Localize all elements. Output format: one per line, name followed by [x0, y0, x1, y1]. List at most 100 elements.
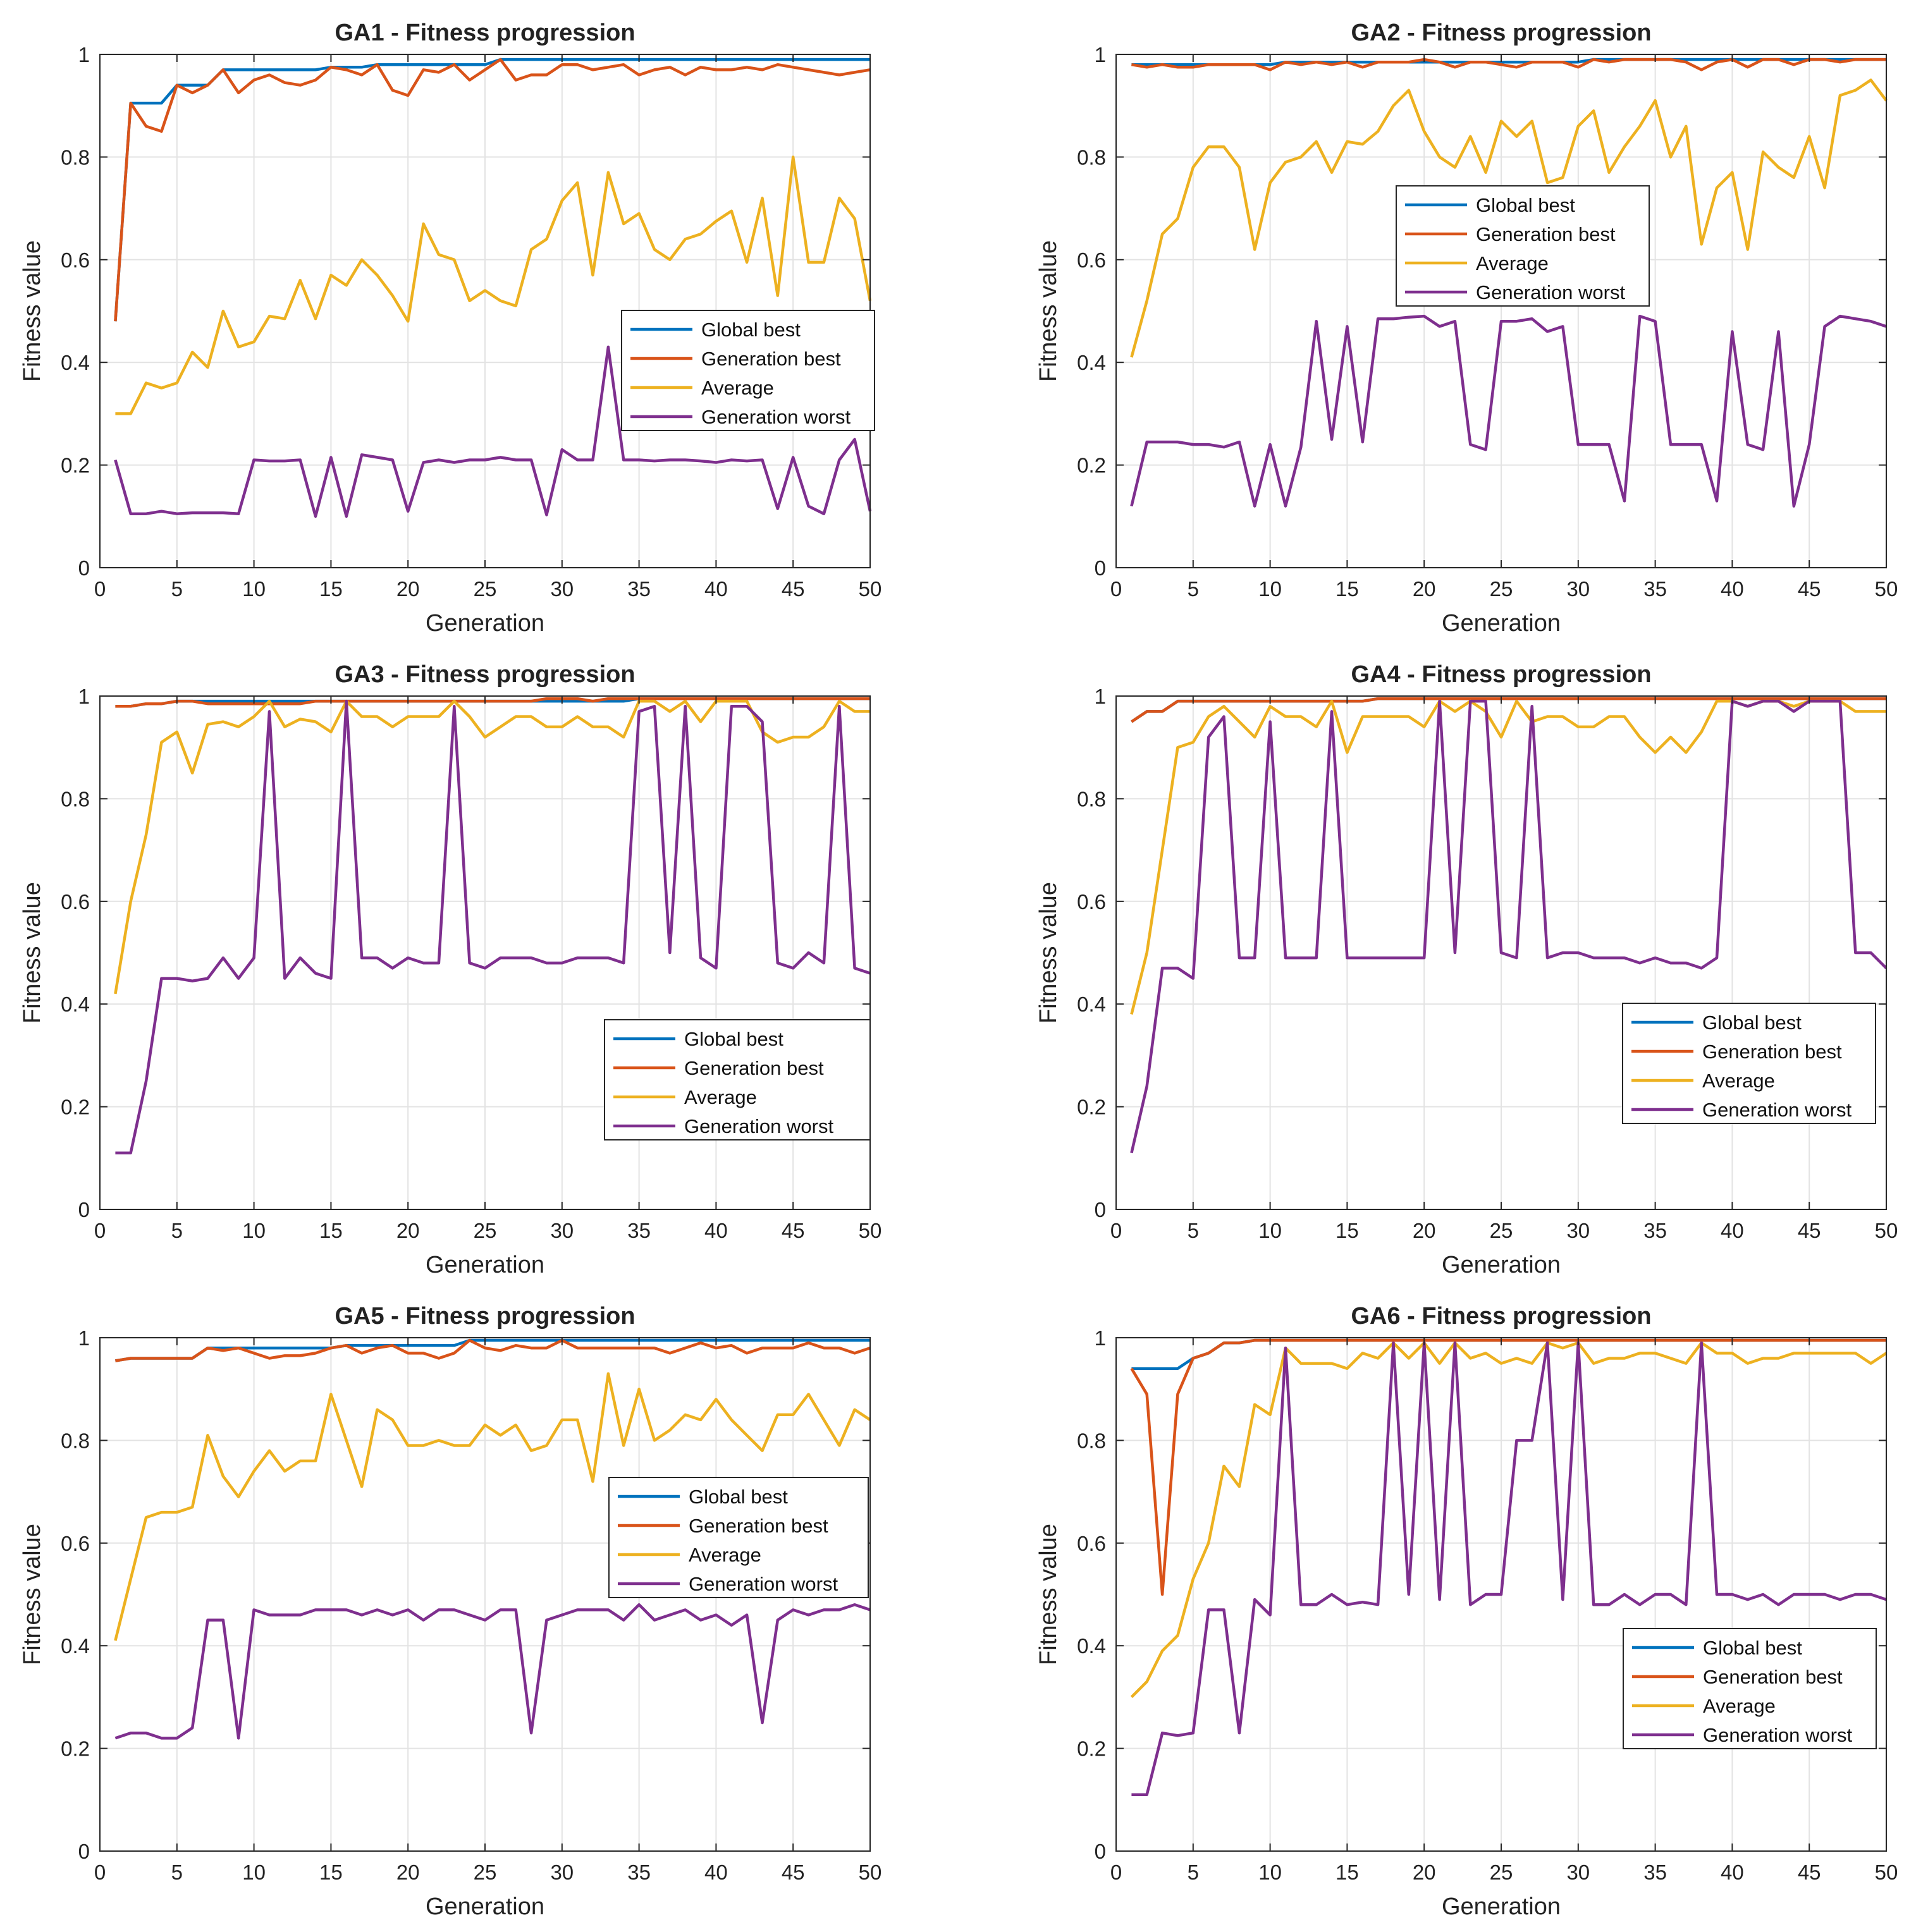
x-tick-label: 20 — [396, 1219, 420, 1242]
chart-title: GA1 - Fitness progression — [335, 20, 635, 46]
x-tick-label: 30 — [1566, 1219, 1590, 1242]
x-tick-label: 35 — [1643, 1861, 1667, 1884]
y-tick-label: 0.6 — [1077, 1532, 1106, 1555]
chart-panel-2: 0 5 10 15 20 25 30 35 40 45 50 0 0.2 0.4 0.6 0.8 1 GA2 - … — [1035, 20, 1898, 637]
y-tick-label: 0.8 — [61, 1429, 90, 1452]
legend: Global best Generation best Average Generat… — [604, 1019, 871, 1140]
legend-label-generation-best: Generation best — [1703, 1666, 1843, 1688]
legend: Global best Generation best Average Generat… — [1622, 1003, 1876, 1124]
y-axis-label: Fitness value — [1035, 240, 1062, 382]
y-tick-label: 0.8 — [1077, 787, 1106, 810]
x-tick-label: 15 — [1336, 577, 1359, 601]
x-tick-label: 20 — [1413, 1219, 1436, 1242]
chart-title: GA5 - Fitness progression — [335, 1303, 635, 1330]
legend-label-global-best: Global best — [689, 1486, 788, 1508]
series-line-global-best — [114, 58, 870, 322]
y-tick-label: 0.2 — [61, 454, 90, 477]
legend-label-generation-worst: Generation worst — [1476, 281, 1625, 303]
y-tick-label: 0.4 — [61, 351, 90, 374]
y-tick-label: 1 — [78, 43, 90, 66]
x-tick-label: 30 — [550, 1219, 574, 1242]
y-tick-label: 0.6 — [61, 248, 90, 272]
x-tick-label: 25 — [474, 577, 497, 601]
x-tick-label: 30 — [1566, 577, 1590, 601]
y-axis-label: Fitness value — [19, 1524, 46, 1665]
x-tick-label: 10 — [242, 577, 266, 601]
y-tick-label: 0.2 — [1077, 454, 1106, 477]
chart-title: GA3 - Fitness progression — [335, 661, 635, 688]
y-tick-label: 0.6 — [1077, 248, 1106, 272]
x-tick-label: 0 — [1110, 1219, 1122, 1242]
y-tick-label: 0.2 — [61, 1096, 90, 1119]
x-tick-label: 15 — [319, 577, 343, 601]
series-line-generation-best — [115, 1338, 871, 1362]
series-line-generation-worst — [1130, 314, 1887, 508]
x-tick-label: 25 — [1490, 1219, 1513, 1242]
series-line-average — [1130, 1341, 1888, 1698]
y-axis-label: Fitness value — [19, 882, 46, 1024]
y-tick-label: 0.2 — [1077, 1096, 1106, 1119]
y-tick-label: 0.4 — [1077, 993, 1106, 1016]
y-tick-label: 0.4 — [61, 1634, 90, 1658]
series-line-average — [1130, 78, 1888, 358]
y-tick-label: 0.4 — [1077, 1634, 1106, 1658]
x-tick-label: 5 — [171, 1219, 183, 1242]
x-tick-label: 5 — [1188, 1219, 1199, 1242]
y-tick-label: 1 — [1095, 43, 1106, 66]
chart-title: GA4 - Fitness progression — [1351, 661, 1651, 688]
x-tick-label: 25 — [1490, 1861, 1513, 1884]
x-tick-label: 20 — [396, 1861, 420, 1884]
x-tick-label: 50 — [1875, 1219, 1898, 1242]
legend-label-global-best: Global best — [1703, 1637, 1802, 1659]
y-tick-label: 1 — [1095, 685, 1106, 708]
x-tick-label: 50 — [1875, 1861, 1898, 1884]
series-line-generation-worst — [1131, 1341, 1887, 1796]
y-tick-label: 0.2 — [1077, 1737, 1106, 1761]
x-tick-label: 15 — [319, 1219, 343, 1242]
x-tick-label: 20 — [1413, 577, 1436, 601]
x-tick-label: 15 — [1336, 1219, 1359, 1242]
chart-panel-3: 0 5 10 15 20 25 30 35 40 45 50 0 0.2 0.4 0.6 0.8 1 GA3 - … — [19, 661, 881, 1278]
y-tick-label: 0.4 — [1077, 351, 1106, 374]
y-tick-label: 0 — [78, 1840, 90, 1863]
x-tick-label: 45 — [782, 1861, 805, 1884]
x-tick-label: 0 — [1110, 577, 1122, 601]
x-tick-label: 5 — [1188, 1861, 1199, 1884]
x-tick-label: 0 — [94, 1861, 106, 1884]
series-line-average — [114, 699, 870, 994]
legend-label-average: Average — [1476, 252, 1549, 274]
x-tick-label: 50 — [1875, 577, 1898, 601]
x-tick-label: 0 — [1110, 1861, 1122, 1884]
x-tick-label: 40 — [1721, 1219, 1744, 1242]
x-tick-label: 45 — [1798, 1861, 1821, 1884]
x-tick-label: 5 — [171, 577, 183, 601]
legend-label-generation-best: Generation best — [684, 1057, 824, 1079]
series-line-average — [115, 156, 872, 415]
series-line-generation-worst — [114, 345, 872, 518]
x-tick-label: 15 — [1336, 1861, 1359, 1884]
x-tick-label: 35 — [627, 577, 651, 601]
chart-title: GA2 - Fitness progression — [1351, 20, 1651, 46]
series-line-generation-best — [1130, 1338, 1886, 1596]
y-axis-label: Fitness value — [1035, 882, 1062, 1024]
legend-label-generation-best: Generation best — [1702, 1041, 1842, 1063]
y-tick-label: 0.6 — [61, 890, 90, 914]
y-tick-label: 0.2 — [61, 1737, 90, 1761]
x-tick-label: 25 — [474, 1861, 497, 1884]
x-tick-label: 10 — [242, 1861, 266, 1884]
x-tick-label: 10 — [1258, 1861, 1282, 1884]
x-tick-label: 40 — [704, 1219, 728, 1242]
y-tick-label: 0.8 — [1077, 1429, 1106, 1452]
y-tick-label: 0.4 — [61, 993, 90, 1016]
x-tick-label: 40 — [704, 577, 728, 601]
y-tick-label: 1 — [78, 1326, 90, 1350]
legend: Global best Generation best Average Generat… — [608, 1477, 869, 1598]
legend: Global best Generation best Average Generat… — [1623, 1628, 1877, 1749]
legend: Global best Generation best Average Generat… — [621, 310, 875, 431]
series-line-generation-best — [1131, 697, 1886, 723]
y-tick-label: 0.8 — [61, 787, 90, 810]
y-tick-label: 0.6 — [61, 1532, 90, 1555]
x-tick-label: 35 — [1643, 1219, 1667, 1242]
x-tick-label: 45 — [1798, 1219, 1821, 1242]
